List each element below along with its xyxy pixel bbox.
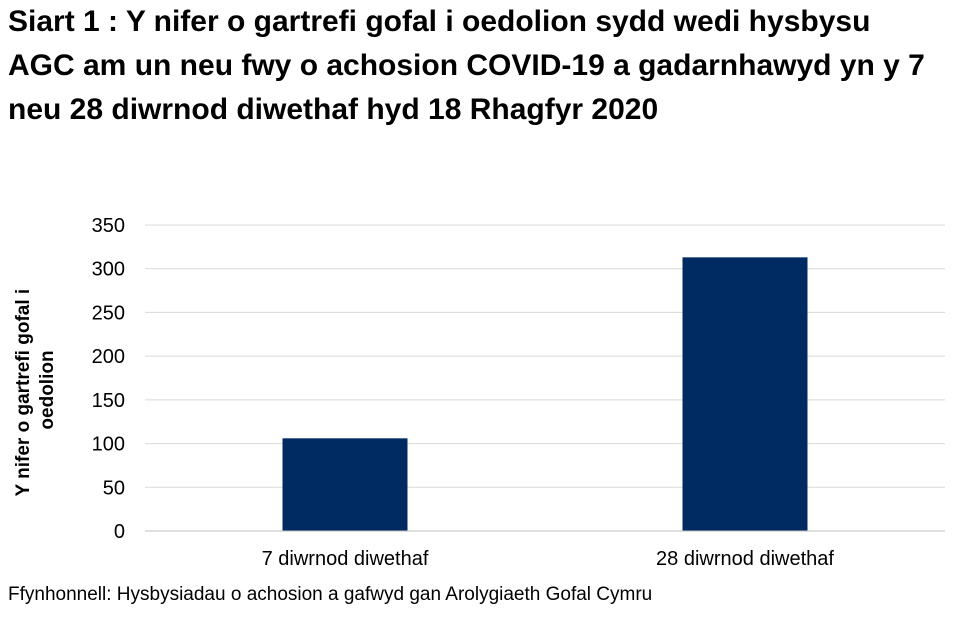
bars	[282, 257, 808, 531]
chart-title: Siart 1 : Y nifer o gartrefi gofal i oed…	[8, 5, 925, 126]
y-tick-label: 250	[92, 302, 125, 324]
x-tick-labels: 7 diwrnod diwethaf 28 diwrnod diwethaf	[262, 548, 835, 570]
y-tick-label: 300	[92, 259, 125, 281]
bar	[682, 257, 808, 531]
y-tick-label: 0	[114, 521, 125, 543]
gridlines	[145, 224, 945, 488]
y-tick-label: 200	[92, 346, 125, 368]
y-axis-label-line-2: oedolion	[37, 350, 58, 429]
y-tick-labels: 0 50 100 150 200 250 300 350	[92, 215, 125, 543]
y-axis-label: Y nifer o gartrefi gofal i oedolion	[13, 284, 58, 497]
y-tick-label: 100	[92, 434, 125, 456]
y-tick-label: 150	[92, 390, 125, 412]
x-tick-label: 7 diwrnod diwethaf	[262, 548, 429, 570]
y-tick-label: 350	[92, 215, 125, 237]
bar	[282, 438, 408, 531]
bar-chart: 0 50 100 150 200 250 300 350 7 diwrnod diwethaf…	[13, 215, 945, 570]
y-axis-label-line-1: Y nifer o gartrefi gofal i	[13, 289, 34, 497]
y-tick-label: 50	[103, 477, 125, 499]
source-note: Ffynhonnell: Hysbysiadau o achosion a ga…	[8, 584, 653, 605]
x-tick-label: 28 diwrnod diwethaf	[656, 548, 834, 570]
